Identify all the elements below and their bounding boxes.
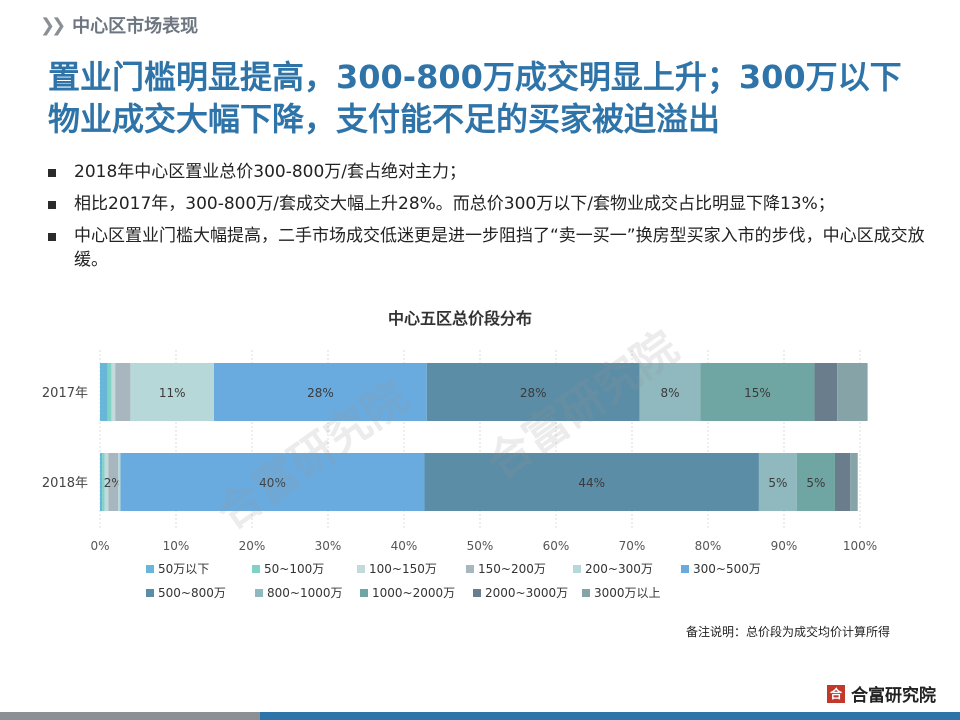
x-tick-label: 100% [843, 539, 877, 553]
legend-label: 200~300万 [585, 562, 653, 576]
data-label: 5% [806, 476, 825, 490]
headline-line-2: 物业成交大幅下降，支付能不足的买家被迫溢出 [48, 100, 721, 138]
x-tick-label: 70% [619, 539, 646, 553]
data-label: 40% [259, 476, 286, 490]
footnote: 备注说明：总价段为成交均价计算所得 [685, 625, 890, 639]
legend-label: 500~800万 [158, 586, 226, 600]
bar-segment [424, 453, 759, 511]
legend-label: 2000~3000万 [485, 586, 568, 600]
bar-segment [100, 453, 103, 511]
brand-name: 合富研究院 [851, 686, 936, 706]
x-tick-label: 60% [543, 539, 570, 553]
legend-label: 800~1000万 [267, 586, 343, 600]
x-tick-label: 80% [695, 539, 722, 553]
bar-segment [837, 363, 868, 421]
x-tick-label: 40% [391, 539, 418, 553]
legend-label: 150~200万 [478, 562, 546, 576]
data-label: 15% [744, 386, 771, 400]
legend-swatch [252, 565, 260, 573]
bullet-square-icon [48, 233, 56, 241]
bar-segment [108, 453, 119, 511]
legend-label: 50~100万 [264, 562, 324, 576]
legend-swatch [573, 565, 581, 573]
legend-swatch [357, 565, 365, 573]
bar-segment [796, 453, 835, 511]
bullet-list: 2018年中心区置业总价300-800万/套占绝对主力； 相比2017年，300… [48, 160, 928, 280]
chart-title: 中心五区总价段分布 [388, 309, 532, 328]
data-label: 11% [159, 386, 186, 400]
category-label: 2018年 [42, 476, 88, 491]
bar-segment [118, 453, 121, 511]
footer-bar-accent [0, 712, 260, 720]
brand-logo-icon: 合 [827, 684, 845, 703]
bar-segment [100, 363, 108, 421]
bar-segment [107, 363, 112, 421]
x-tick-label: 0% [90, 539, 109, 553]
data-label: 2% [104, 476, 123, 490]
x-tick-label: 20% [239, 539, 266, 553]
legend-swatch [146, 589, 154, 597]
bullet-text: 2018年中心区置业总价300-800万/套占绝对主力； [74, 162, 467, 182]
bullet-square-icon [48, 201, 56, 209]
bullet-square-icon [48, 169, 56, 177]
double-chevron-icon: ❯❯ [40, 14, 66, 36]
bar-segment [700, 363, 815, 421]
bar-segment [111, 363, 116, 421]
bar-segment [850, 453, 858, 511]
bar-segment [130, 363, 214, 421]
bar-segment [834, 453, 851, 511]
data-label: 5% [768, 476, 787, 490]
bar-segment [115, 363, 131, 421]
bar-segment [814, 363, 838, 421]
brand: 合 合富研究院 [827, 681, 936, 706]
data-label: 44% [578, 476, 605, 490]
x-tick-label: 30% [315, 539, 342, 553]
data-label: 8% [660, 386, 679, 400]
footer-bar [0, 712, 960, 720]
bullet-text: 中心区置业门槛大幅提高，二手市场成交低迷更是进一步阻挡了“卖一买一”换房型买家入… [74, 226, 925, 270]
bar-segment [758, 453, 797, 511]
data-label: 28% [520, 386, 547, 400]
category-label: 2017年 [42, 386, 88, 401]
bullet-item: 2018年中心区置业总价300-800万/套占绝对主力； [48, 160, 928, 184]
bar-segment [214, 363, 427, 421]
headline-line-1: 置业门槛明显提高，300-800万成交明显上升；300万以下 [48, 58, 902, 96]
x-tick-label: 90% [771, 539, 798, 553]
bar-segment [104, 453, 109, 511]
data-label: 28% [307, 386, 334, 400]
legend-swatch [473, 589, 481, 597]
bullet-item: 相比2017年，300-800万/套成交大幅上升28%。而总价300万以下/套物… [48, 192, 928, 216]
legend-swatch [255, 589, 263, 597]
legend-label: 3000万以上 [594, 586, 661, 600]
legend-swatch [466, 565, 474, 573]
page-headline: 置业门槛明显提高，300-800万成交明显上升；300万以下 物业成交大幅下降，… [48, 56, 928, 140]
legend-label: 100~150万 [369, 562, 437, 576]
section-title: 中心区市场表现 [72, 16, 199, 37]
section-header: ❯❯ 中心区市场表现 [40, 12, 198, 38]
bullet-item: 中心区置业门槛大幅提高，二手市场成交低迷更是进一步阻挡了“卖一买一”换房型买家入… [48, 224, 928, 272]
legend-label: 1000~2000万 [372, 586, 455, 600]
bar-segment [639, 363, 701, 421]
bar-segment [102, 453, 105, 511]
legend-swatch [582, 589, 590, 597]
stacked-bar-chart: 中心五区总价段分布 0% 10% 20% 30% 40% 50% 60% 70% 80% 90% 10… [42, 309, 877, 600]
legend-label: 300~500万 [693, 562, 761, 576]
bar-segment [426, 363, 640, 421]
legend-swatch [360, 589, 368, 597]
legend-swatch [146, 565, 154, 573]
legend-swatch [681, 565, 689, 573]
bar-segment [120, 453, 425, 511]
x-tick-label: 10% [163, 539, 190, 553]
legend-label: 50万以下 [158, 562, 209, 576]
bullet-text: 相比2017年，300-800万/套成交大幅上升28%。而总价300万以下/套物… [74, 194, 835, 214]
x-tick-label: 50% [467, 539, 494, 553]
